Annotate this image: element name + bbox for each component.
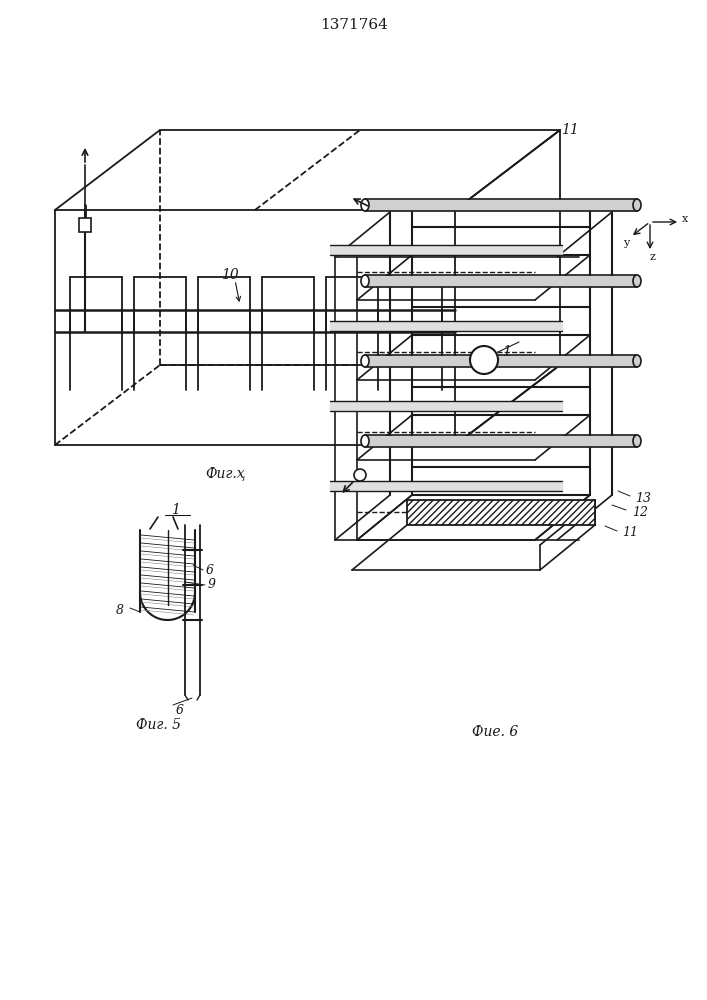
Ellipse shape: [361, 435, 369, 447]
Circle shape: [470, 346, 498, 374]
Bar: [79, 218, 91, 232]
Text: 6: 6: [176, 704, 184, 716]
Circle shape: [354, 469, 366, 481]
Ellipse shape: [361, 355, 369, 367]
Ellipse shape: [633, 355, 641, 367]
Ellipse shape: [633, 275, 641, 287]
Text: x: x: [682, 214, 688, 224]
Text: 13: 13: [635, 491, 651, 504]
Text: Фие. 6: Фие. 6: [472, 725, 518, 739]
Text: y: y: [623, 238, 629, 248]
Text: z: z: [650, 252, 656, 262]
Text: 11: 11: [622, 526, 638, 540]
Text: 1371764: 1371764: [320, 18, 388, 32]
Bar: [407, 500, 595, 525]
Text: Фиг. 5: Фиг. 5: [136, 718, 180, 732]
Ellipse shape: [633, 199, 641, 211]
Text: 1: 1: [170, 503, 180, 517]
Text: 1: 1: [501, 345, 510, 359]
Text: 9: 9: [208, 578, 216, 591]
Text: 6: 6: [206, 564, 214, 576]
Text: 11: 11: [561, 123, 579, 137]
Text: 12: 12: [632, 506, 648, 518]
Ellipse shape: [633, 435, 641, 447]
Ellipse shape: [361, 275, 369, 287]
Text: 8: 8: [116, 603, 124, 616]
Text: Фиг.ҳ: Фиг.ҳ: [205, 466, 245, 480]
Ellipse shape: [361, 199, 369, 211]
Text: 10: 10: [221, 268, 239, 282]
